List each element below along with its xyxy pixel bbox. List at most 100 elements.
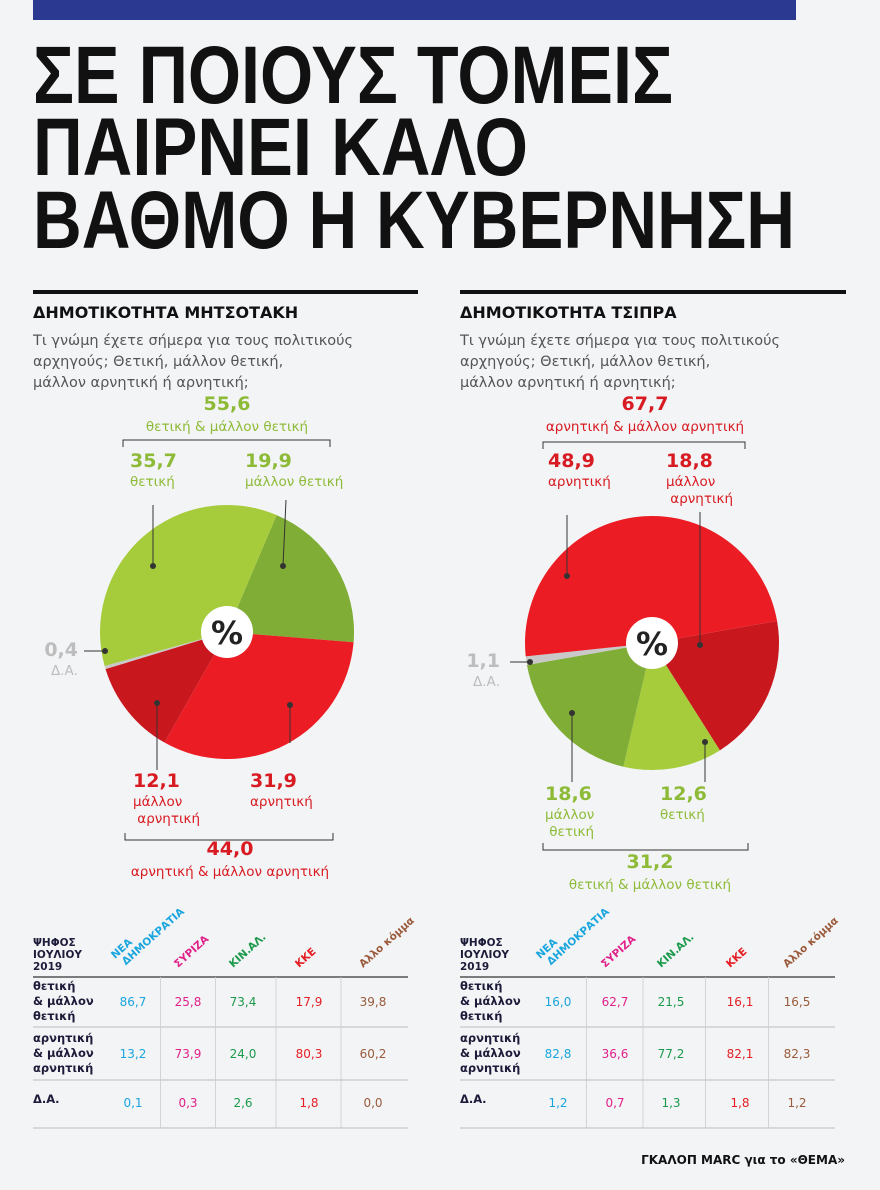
row-label: αρνητική [33,1061,93,1075]
title-line: ΠΑΙΡΝΕΙ ΚΑΛΟ [33,102,528,193]
pie-slice [104,632,227,670]
pie-slice [526,643,652,767]
subtitle-line: Τι γνώμη έχετε σήμερα για τους πολιτικού… [459,333,780,349]
group-value: 31,2 [627,851,674,873]
pie-slice [525,643,652,666]
table-cell: 1,8 [730,1096,749,1110]
title-line: ΒΑΘΜΟ Η ΚΥΒΕΡΝΗΣΗ [33,175,795,266]
leader-dot [569,710,575,716]
leader-dot [697,642,703,648]
group-label: θετική & μάλλον θετική [569,877,731,893]
column-header: ΚΙΝ.ΑΛ. [655,931,697,970]
column-header: ΚΙΝ.ΑΛ. [227,931,269,970]
subtitle-line: μάλλον αρνητική ή αρνητική; [460,375,676,391]
column-header: ΚΚΕ [724,946,749,971]
group-bracket [122,439,331,447]
slice-label: μάλλον αρνητική [133,794,200,827]
top-bar [33,0,796,20]
column-header: ΣΥΡΙΖΑ [172,933,212,971]
leader-dot [102,648,108,654]
slice-value: 35,7 [130,450,177,472]
column-header: ΣΥΡΙΖΑ [599,933,639,971]
slice-value: 12,1 [133,770,180,792]
pie-slice [164,632,354,760]
pie-slice [105,632,227,743]
slice-label: μάλλον θετική [545,807,594,840]
row-label: αρνητική [460,1061,520,1075]
table-cell: 17,9 [296,995,323,1009]
row-label: αρνητική [33,1031,93,1045]
slice-label: Δ.Α. [51,663,78,679]
row-label: αρνητική [460,1031,520,1045]
table-cell: 62,7 [602,995,629,1009]
subtitle-line: αρχηγούς; Θετική, μάλλον θετική, [33,354,283,370]
row-label: θετική [460,979,502,993]
leader-dot [527,659,533,665]
group-label: αρνητική & μάλλον αρνητική [546,419,744,435]
table-cell: 0,1 [123,1096,142,1110]
slice-value: 31,9 [250,770,297,792]
center-badge [201,606,253,658]
slice-value: 18,8 [666,450,713,472]
subtitle-line: Τι γνώμη έχετε σήμερα για τους πολιτικού… [32,333,353,349]
group-bracket [542,843,749,851]
leader-dot [702,739,708,745]
slice-value: 0,4 [44,639,78,661]
table-cell: 16,0 [545,995,572,1009]
leader-dot [287,702,293,708]
leader-dot [150,563,156,569]
slice-label: μάλλον θετική [245,474,343,490]
table-header-label: ΨΗΦΟΣ [460,937,503,949]
slice-value: 48,9 [548,450,595,472]
slice-label: αρνητική [548,474,611,490]
pie-slice [652,620,779,751]
slice-value: 12,6 [660,783,707,805]
table-cell: 60,2 [360,1047,387,1061]
table-cell: 25,8 [175,995,202,1009]
leader-dot [154,700,160,706]
table-cell: 2,6 [233,1096,252,1110]
table-header-label: ΙΟΥΛΙΟΥ [33,949,82,961]
row-label: & μάλλον [460,994,521,1008]
table-cell: 1,2 [787,1096,806,1110]
source: ΓΚΑΛΟΠ MARC για το «ΘΕΜΑ» [641,1153,845,1167]
slice-label: αρνητική [250,794,313,810]
table-header-label: 2019 [33,961,62,973]
subtitle-line: μάλλον αρνητική ή αρνητική; [33,375,249,391]
table-cell: 1,2 [548,1096,567,1110]
table-cell: 0,7 [605,1096,624,1110]
table-cell: 82,8 [545,1047,572,1061]
row-label: θετική [33,979,75,993]
table-header-label: ΨΗΦΟΣ [33,937,76,949]
table-cell: 86,7 [120,995,147,1009]
leader-dot [280,563,286,569]
slice-label: Δ.Α. [473,674,500,690]
table-cell: 82,3 [784,1047,811,1061]
slice-label: θετική [660,807,705,823]
table-cell: 0,3 [178,1096,197,1110]
slice-value: 18,6 [545,783,592,805]
table-cell: 24,0 [230,1047,257,1061]
table-header-label: ΙΟΥΛΙΟΥ [460,949,509,961]
row-label: & μάλλον [33,1046,94,1060]
chart-title: ΔΗΜΟΤΙΚΟΤΗΤΑ ΜΗΤΣΟΤΑΚΗ [33,303,298,322]
table-cell: 73,9 [175,1047,202,1061]
column-header: Αλλο κόμμα [781,915,841,971]
subtitle-line: αρχηγούς; Θετική, μάλλον θετική, [460,354,710,370]
pie-slice [227,515,354,643]
row-label: Δ.Α. [33,1092,60,1106]
column-header: ΚΚΕ [293,946,318,971]
table-header-label: 2019 [460,961,489,973]
slice-value: 1,1 [466,650,500,672]
center-label: % [211,614,243,652]
table-cell: 36,6 [602,1047,629,1061]
pie-slice [525,516,778,657]
row-label: Δ.Α. [460,1092,487,1106]
table-cell: 39,8 [360,995,387,1009]
group-label: αρνητική & μάλλον αρνητική [131,864,329,880]
title-line: ΣΕ ΠΟΙΟΥΣ ΤΟΜΕΙΣ [33,30,673,121]
table-cell: 77,2 [658,1047,685,1061]
table-cell: 0,0 [363,1096,382,1110]
table-cell: 16,5 [784,995,811,1009]
